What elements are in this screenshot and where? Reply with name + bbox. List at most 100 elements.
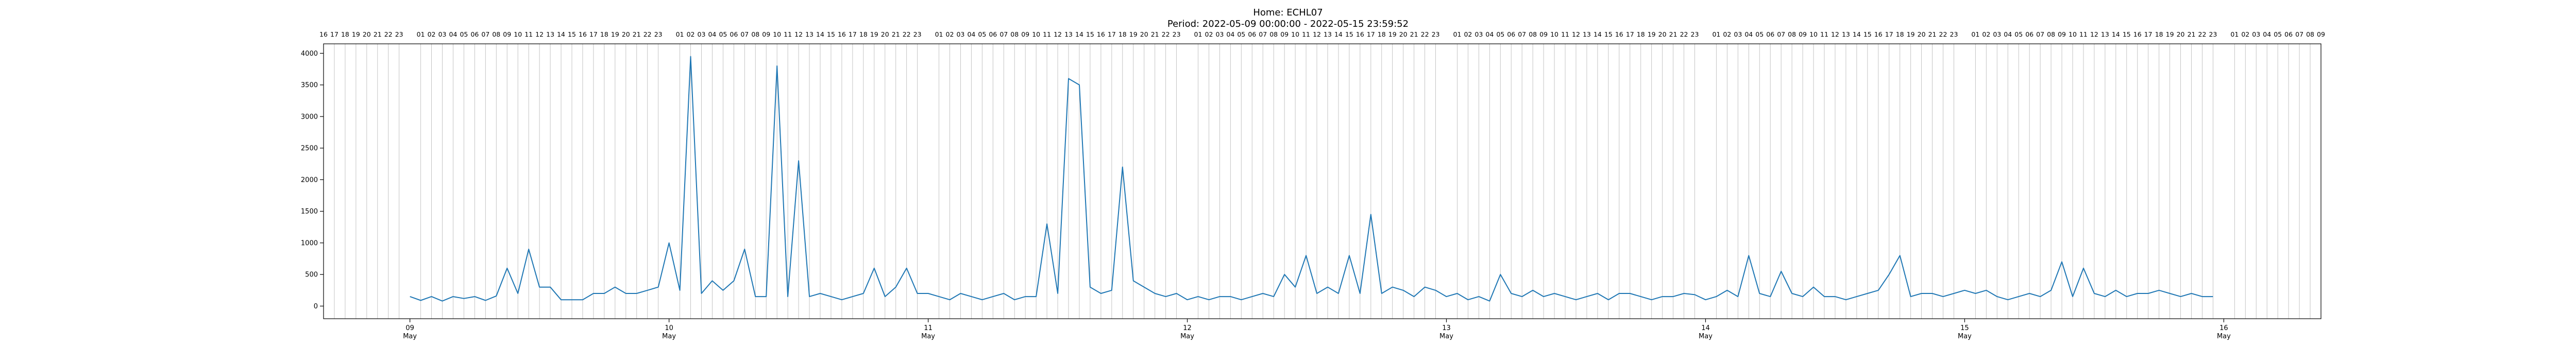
hour-tick-label: 07 (481, 30, 489, 38)
hour-tick-label: 21 (1928, 30, 1937, 38)
hour-tick-label: 09 (1021, 30, 1029, 38)
hour-tick-label: 10 (1291, 30, 1299, 38)
hour-tick-label: 13 (1064, 30, 1073, 38)
x-tick-label: 11 (924, 324, 933, 332)
y-tick-label: 1500 (301, 208, 318, 216)
hour-tick-label: 23 (1173, 30, 1181, 38)
hour-tick-label: 14 (1334, 30, 1343, 38)
hour-tick-label: 08 (492, 30, 500, 38)
y-tick-label: 4000 (301, 50, 318, 58)
hour-tick-label: 10 (1550, 30, 1558, 38)
hour-tick-label: 09 (503, 30, 511, 38)
hour-tick-label: 05 (719, 30, 727, 38)
hour-tick-label: 13 (1583, 30, 1591, 38)
hour-tick-label: 17 (589, 30, 598, 38)
hour-tick-label: 22 (384, 30, 393, 38)
hour-tick-label: 03 (438, 30, 447, 38)
hour-tick-label: 01 (676, 30, 684, 38)
hour-tick-label: 23 (1950, 30, 1958, 38)
hour-tick-label: 04 (1485, 30, 1494, 38)
hour-tick-label: 04 (708, 30, 716, 38)
hour-tick-label: 08 (751, 30, 759, 38)
hour-tick-label: 10 (1809, 30, 1818, 38)
hour-tick-label: 01 (935, 30, 943, 38)
hour-tick-label: 03 (956, 30, 964, 38)
hour-tick-label: 21 (1669, 30, 1677, 38)
y-tick-label: 3500 (301, 81, 318, 89)
hour-tick-label: 04 (1744, 30, 1753, 38)
chart-title: Home: ECHL07 (1253, 7, 1323, 18)
hour-tick-label: 16 (1874, 30, 1883, 38)
hour-tick-label: 06 (2284, 30, 2293, 38)
hour-tick-label: 12 (794, 30, 803, 38)
x-tick-label: 13 (1442, 324, 1451, 332)
y-tick-label: 2000 (301, 176, 318, 184)
hour-tick-label: 12 (2090, 30, 2098, 38)
hour-tick-label: 14 (1594, 30, 1602, 38)
hour-tick-label: 23 (1432, 30, 1440, 38)
hour-tick-label: 20 (1140, 30, 1148, 38)
hour-tick-label: 17 (849, 30, 857, 38)
hour-tick-label: 19 (352, 30, 360, 38)
hour-tick-label: 10 (773, 30, 781, 38)
hour-tick-label: 04 (2004, 30, 2012, 38)
hour-tick-label: 11 (1820, 30, 1828, 38)
hour-tick-label: 04 (1226, 30, 1234, 38)
hour-tick-label: 11 (1302, 30, 1310, 38)
x-tick-sublabel: May (2217, 333, 2231, 340)
hour-tick-label: 08 (1529, 30, 1537, 38)
x-tick-sublabel: May (403, 333, 417, 340)
x-tick-sublabel: May (1180, 333, 1194, 340)
hour-tick-label: 15 (1345, 30, 1353, 38)
hour-tick-label: 03 (698, 30, 706, 38)
hour-tick-label: 09 (1280, 30, 1289, 38)
hour-tick-label: 02 (428, 30, 436, 38)
hour-tick-label: 04 (2263, 30, 2271, 38)
hour-tick-label: 12 (1831, 30, 1839, 38)
hour-tick-label: 01 (1971, 30, 1979, 38)
hour-tick-label: 22 (1162, 30, 1170, 38)
hour-tick-label: 15 (1863, 30, 1872, 38)
plot-frame (323, 43, 2321, 319)
hour-tick-label: 06 (470, 30, 479, 38)
hour-tick-label: 12 (1572, 30, 1580, 38)
hour-tick-label: 11 (2079, 30, 2088, 38)
hour-tick-label: 12 (1054, 30, 1062, 38)
hour-tick-label: 06 (730, 30, 738, 38)
y-tick-label: 0 (314, 303, 318, 310)
hour-tick-label: 13 (1842, 30, 1850, 38)
top-hour-axis: 16 17 18 19 20 21 22 23 01 02 03 04 05 06 07 08 09 10 11 12… (319, 30, 2325, 38)
hour-tick-label: 21 (2188, 30, 2196, 38)
hour-tick-label: 16 (1356, 30, 1364, 38)
hour-tick-label: 01 (1712, 30, 1720, 38)
hour-tick-label: 07 (2036, 30, 2044, 38)
hour-tick-label: 20 (363, 30, 371, 38)
hour-tick-label: 11 (784, 30, 792, 38)
hour-tick-label: 02 (1982, 30, 1990, 38)
hour-tick-label: 03 (2252, 30, 2260, 38)
hour-tick-label: 07 (999, 30, 1008, 38)
hour-tick-label: 05 (2274, 30, 2282, 38)
hour-tick-label: 19 (1648, 30, 1656, 38)
hour-tick-label: 18 (600, 30, 608, 38)
hour-tick-label: 11 (524, 30, 533, 38)
hour-tick-label: 08 (1010, 30, 1019, 38)
hour-tick-label: 04 (967, 30, 975, 38)
x-tick-label: 09 (405, 324, 414, 332)
hour-tick-label: 06 (1248, 30, 1256, 38)
hour-gridlines (323, 44, 2321, 319)
hour-tick-label: 17 (330, 30, 338, 38)
hour-tick-label: 23 (654, 30, 663, 38)
hour-tick-label: 09 (1799, 30, 1807, 38)
hour-tick-label: 21 (374, 30, 382, 38)
hour-tick-label: 18 (1118, 30, 1127, 38)
hour-tick-label: 14 (816, 30, 824, 38)
hour-tick-label: 15 (2123, 30, 2131, 38)
hour-tick-label: 14 (557, 30, 565, 38)
y-axis: 0 500 1000 1500 2000 2500 3000 3500 4000 (301, 50, 324, 310)
hour-tick-label: 18 (2155, 30, 2163, 38)
hour-tick-label: 23 (395, 30, 403, 38)
x-tick-sublabel: May (921, 333, 935, 340)
